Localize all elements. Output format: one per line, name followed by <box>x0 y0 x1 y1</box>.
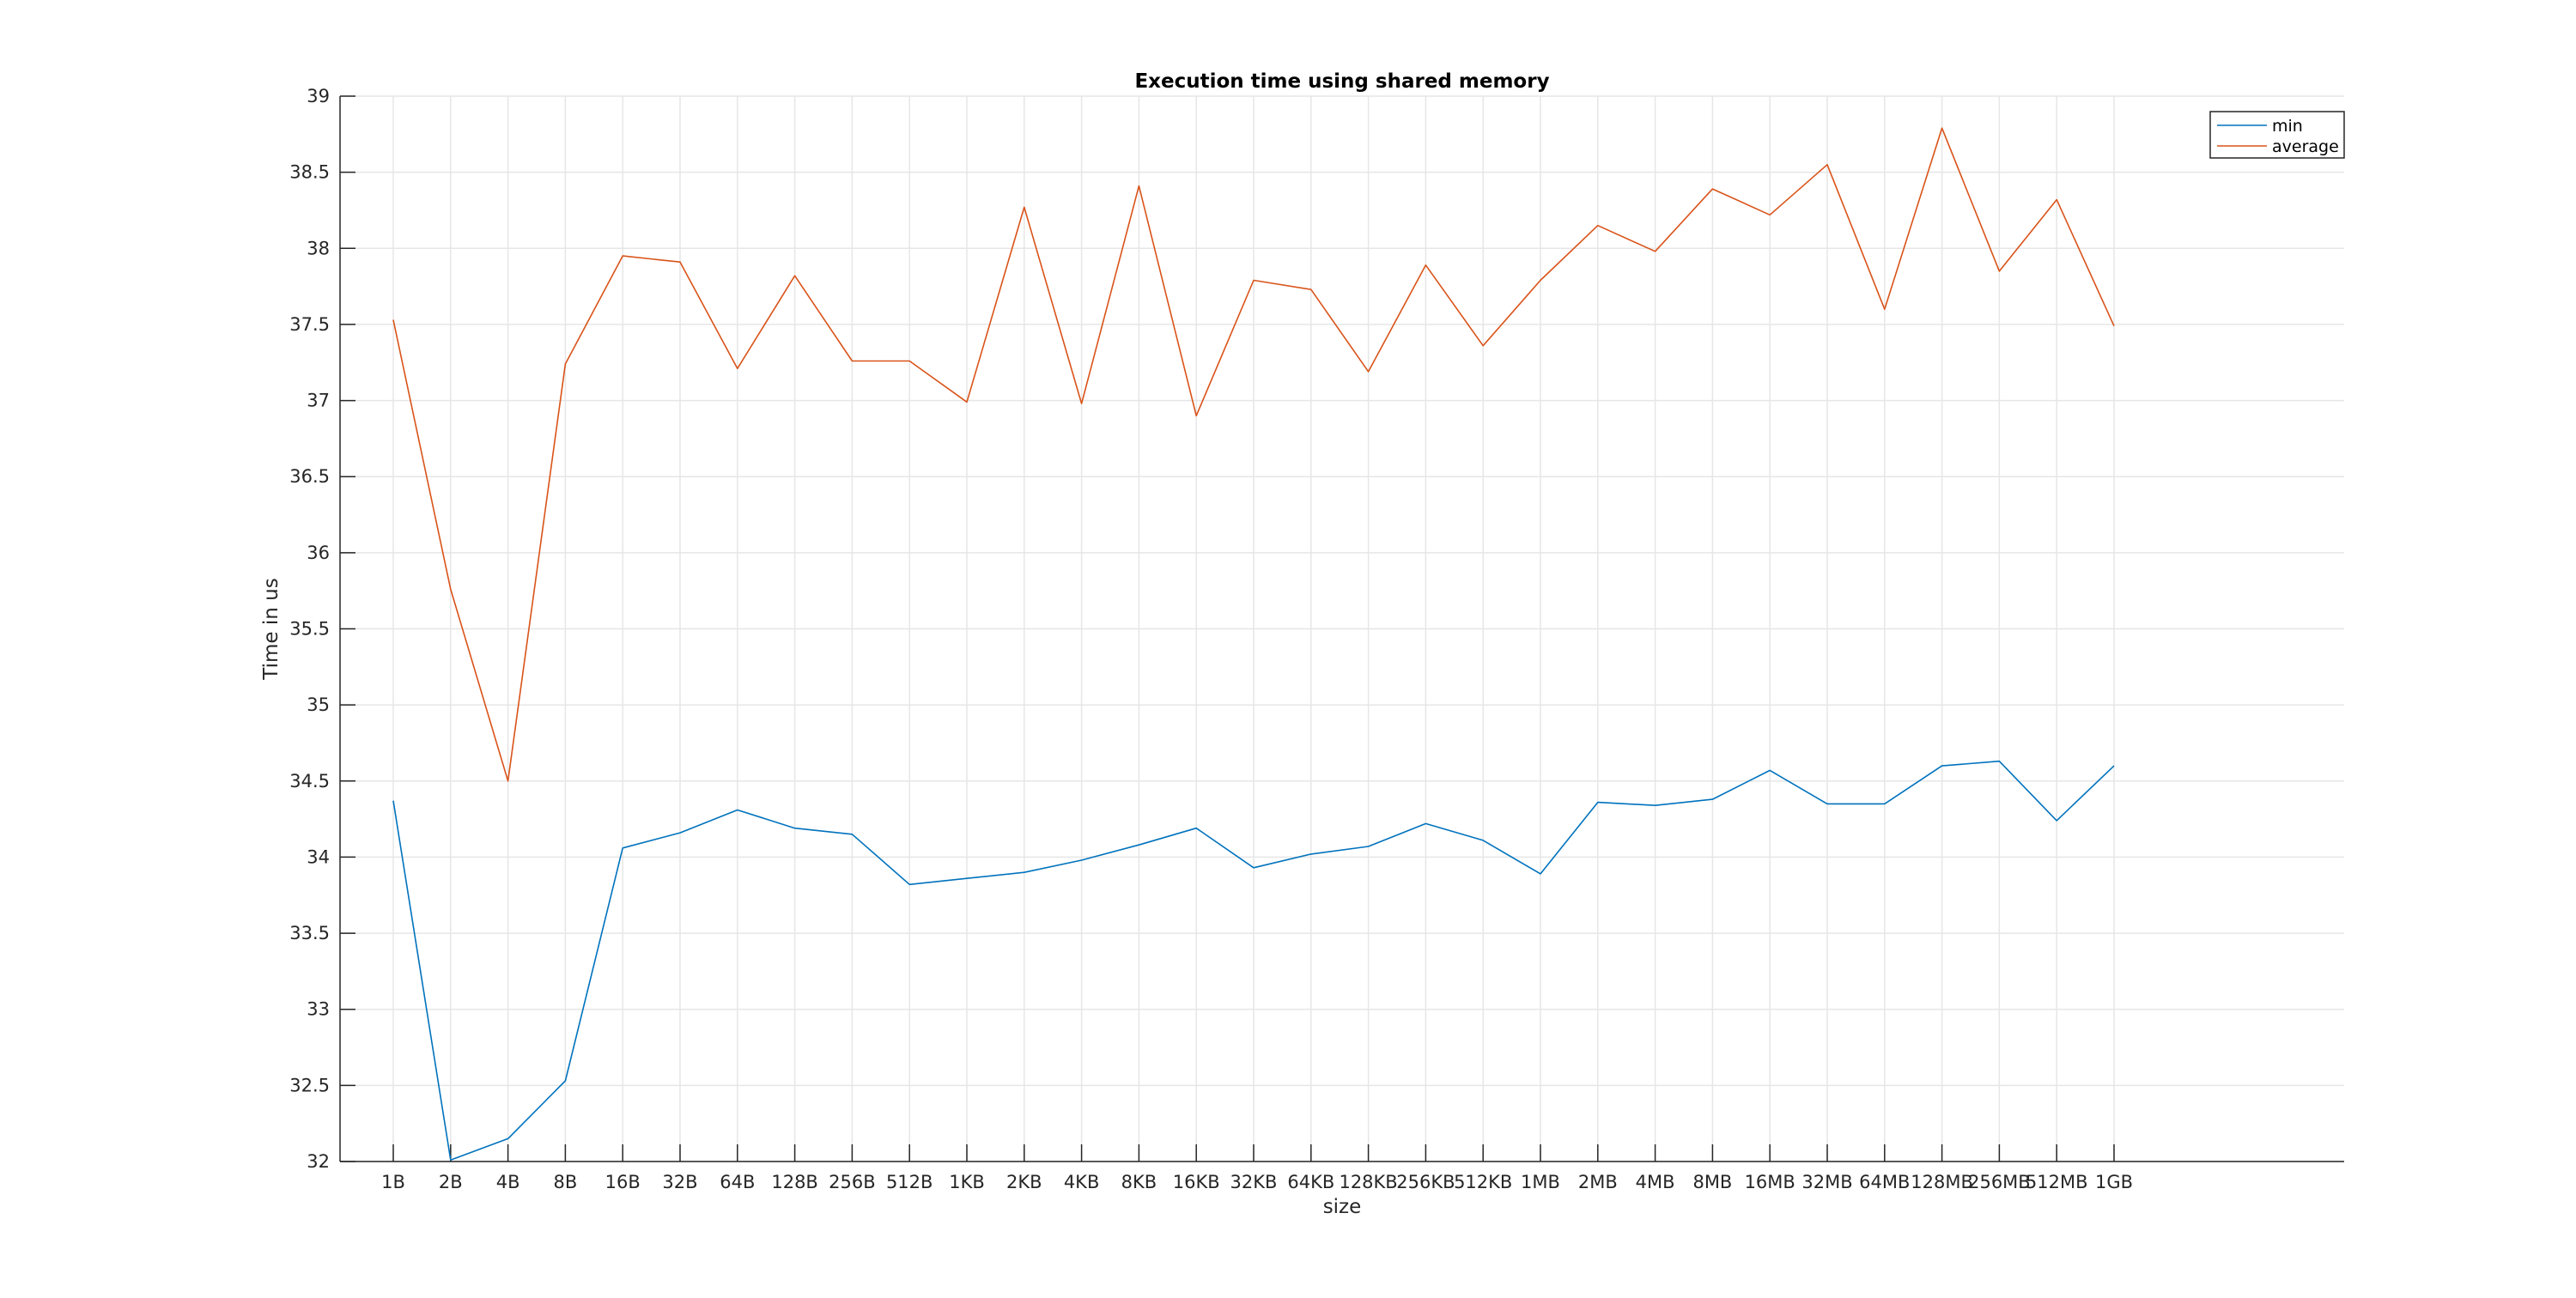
legend-label-min: min <box>2272 117 2303 136</box>
legend-box <box>2209 111 2345 159</box>
y-tick-label: 32.5 <box>289 1075 330 1095</box>
y-tick-label: 32 <box>307 1151 330 1172</box>
x-tick-label: 256MB <box>1968 1172 2031 1192</box>
y-tick-label: 37 <box>307 391 330 411</box>
x-tick-label: 1KB <box>949 1172 985 1192</box>
grid <box>340 95 2344 1162</box>
x-tick-label: 512B <box>886 1172 933 1192</box>
y-tick-label: 39 <box>307 86 330 106</box>
y-tick-label: 37.5 <box>289 314 330 335</box>
x-axis-title: size <box>1323 1196 1362 1218</box>
x-tick-label: 8B <box>554 1172 578 1192</box>
series-layer <box>392 127 2115 1161</box>
x-tick-label: 64MB <box>1859 1172 1910 1192</box>
x-tick-label: 32MB <box>1801 1172 1852 1192</box>
y-tick-label: 38 <box>307 238 330 258</box>
x-tick-label: 2MB <box>1578 1172 1618 1192</box>
x-tick-label: 512MB <box>2026 1172 2088 1192</box>
x-tick-label: 128KB <box>1339 1172 1397 1192</box>
y-tick-label: 36 <box>307 543 330 563</box>
series-line-average <box>392 127 2115 782</box>
x-tick-label: 8MB <box>1692 1172 1732 1192</box>
x-tick-label: 8KB <box>1121 1172 1157 1192</box>
series-line-min <box>392 760 2115 1161</box>
y-tick-label: 35.5 <box>289 619 330 640</box>
y-tick-label: 34.5 <box>289 771 330 792</box>
x-tick-label: 4KB <box>1064 1172 1100 1192</box>
x-tick-label: 2KB <box>1006 1172 1042 1192</box>
y-tick-label: 36.5 <box>289 466 330 487</box>
x-tick-label: 1MB <box>1521 1172 1560 1192</box>
x-tick-label: 32B <box>662 1172 697 1192</box>
y-tick-label: 33.5 <box>289 923 330 943</box>
x-tick-label: 4MB <box>1636 1172 1675 1192</box>
x-tick-label: 64B <box>720 1172 755 1192</box>
x-tick-label: 512KB <box>1454 1172 1512 1192</box>
x-ticks: 1B 2B 4B 8B 16B 32B 64B 128B 256B 512B 1KB 2KB 4KB 8K… <box>381 1144 2133 1192</box>
x-tick-label: 32KB <box>1230 1172 1278 1192</box>
x-tick-label: 64KB <box>1287 1172 1334 1192</box>
x-tick-label: 16B <box>605 1172 641 1192</box>
legend-label-average: average <box>2272 137 2339 156</box>
y-axis-title: Time in us <box>260 578 283 680</box>
y-tick-label: 35 <box>307 694 330 715</box>
x-tick-label: 1B <box>381 1172 405 1192</box>
x-tick-label: 4B <box>496 1172 520 1192</box>
x-tick-label: 256KB <box>1396 1172 1455 1192</box>
y-ticks: 32 32.5 33 33.5 34 34.5 35 35.5 36 36.5 37 37.5 38 38… <box>289 86 355 1172</box>
y-tick-label: 33 <box>307 999 330 1020</box>
y-tick-label: 38.5 <box>289 162 330 183</box>
legend: min average <box>2209 111 2345 159</box>
chart-title: Execution time using shared memory <box>1134 70 1549 93</box>
x-tick-label: 256B <box>829 1172 876 1192</box>
x-tick-label: 1GB <box>2095 1172 2133 1192</box>
x-tick-label: 128MB <box>1911 1172 1973 1192</box>
x-tick-label: 128B <box>771 1172 818 1192</box>
y-tick-label: 34 <box>307 846 330 867</box>
x-tick-label: 2B <box>439 1172 463 1192</box>
x-tick-label: 16KB <box>1173 1172 1220 1192</box>
x-tick-label: 16MB <box>1745 1172 1795 1192</box>
